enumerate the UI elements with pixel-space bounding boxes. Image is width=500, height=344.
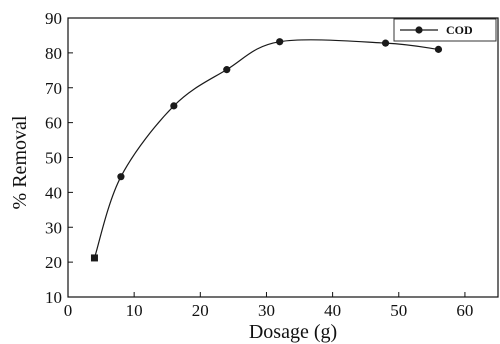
x-tick-label: 20	[192, 301, 209, 320]
y-tick-label: 60	[45, 114, 62, 133]
y-tick-label: 10	[45, 288, 62, 307]
x-tick-label: 60	[456, 301, 473, 320]
data-point	[223, 66, 231, 74]
y-tick-label: 20	[45, 253, 62, 272]
legend-box	[393, 18, 497, 42]
data-point	[434, 45, 443, 53]
legend-marker	[415, 26, 423, 34]
y-tick-label: 90	[45, 9, 62, 28]
data-point	[117, 173, 125, 181]
series-layer	[90, 38, 443, 262]
y-axis: 10 20 30 40 50 60 70 80 90	[45, 9, 73, 307]
x-tick-label: 50	[390, 301, 407, 320]
y-tick-label: 70	[45, 79, 62, 98]
data-point	[90, 254, 98, 262]
x-tick-label: 40	[324, 301, 341, 320]
series-line	[93, 39, 439, 259]
y-tick-label: 40	[45, 183, 62, 202]
data-point	[170, 102, 178, 110]
y-tick-label: 80	[45, 44, 62, 63]
y-tick-label: 50	[45, 149, 62, 168]
data-point	[381, 39, 390, 47]
legend-label: COD	[446, 23, 473, 37]
y-axis-title: % Removal	[9, 115, 31, 209]
data-point	[276, 38, 284, 46]
x-axis: 0 10 20 30 40 50 60	[64, 292, 473, 320]
x-tick-label: 0	[64, 301, 73, 320]
x-axis-title: Dosage (g)	[249, 321, 337, 343]
y-tick-label: 30	[45, 218, 62, 237]
x-tick-label: 10	[126, 301, 143, 320]
x-tick-label: 30	[258, 301, 275, 320]
legend: COD	[393, 18, 497, 42]
